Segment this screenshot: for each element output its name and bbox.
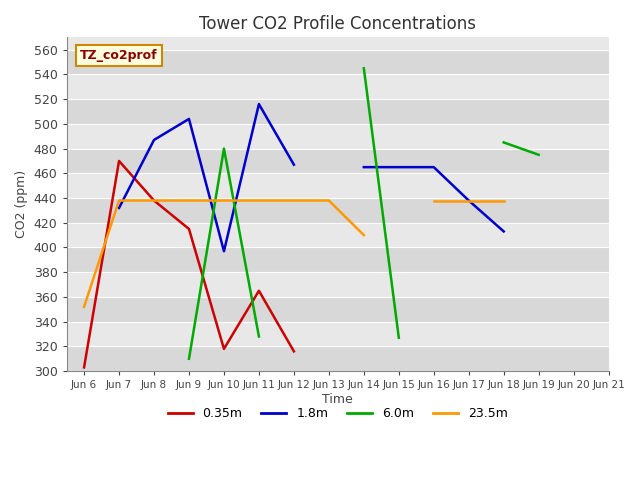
Bar — [67, 198, 609, 223]
Bar — [67, 74, 609, 99]
Bar — [67, 50, 609, 74]
Bar — [67, 223, 609, 248]
Text: TZ_co2prof: TZ_co2prof — [80, 49, 157, 62]
Bar — [67, 149, 609, 173]
Bar — [67, 297, 609, 322]
Bar — [67, 99, 609, 124]
Bar — [67, 173, 609, 198]
Legend: 0.35m, 1.8m, 6.0m, 23.5m: 0.35m, 1.8m, 6.0m, 23.5m — [163, 402, 513, 425]
Bar — [67, 272, 609, 297]
Title: Tower CO2 Profile Concentrations: Tower CO2 Profile Concentrations — [199, 15, 476, 33]
Bar — [67, 322, 609, 347]
Y-axis label: CO2 (ppm): CO2 (ppm) — [15, 170, 28, 238]
X-axis label: Time: Time — [322, 393, 353, 406]
Bar — [67, 248, 609, 272]
Bar — [67, 347, 609, 371]
Bar — [67, 124, 609, 149]
